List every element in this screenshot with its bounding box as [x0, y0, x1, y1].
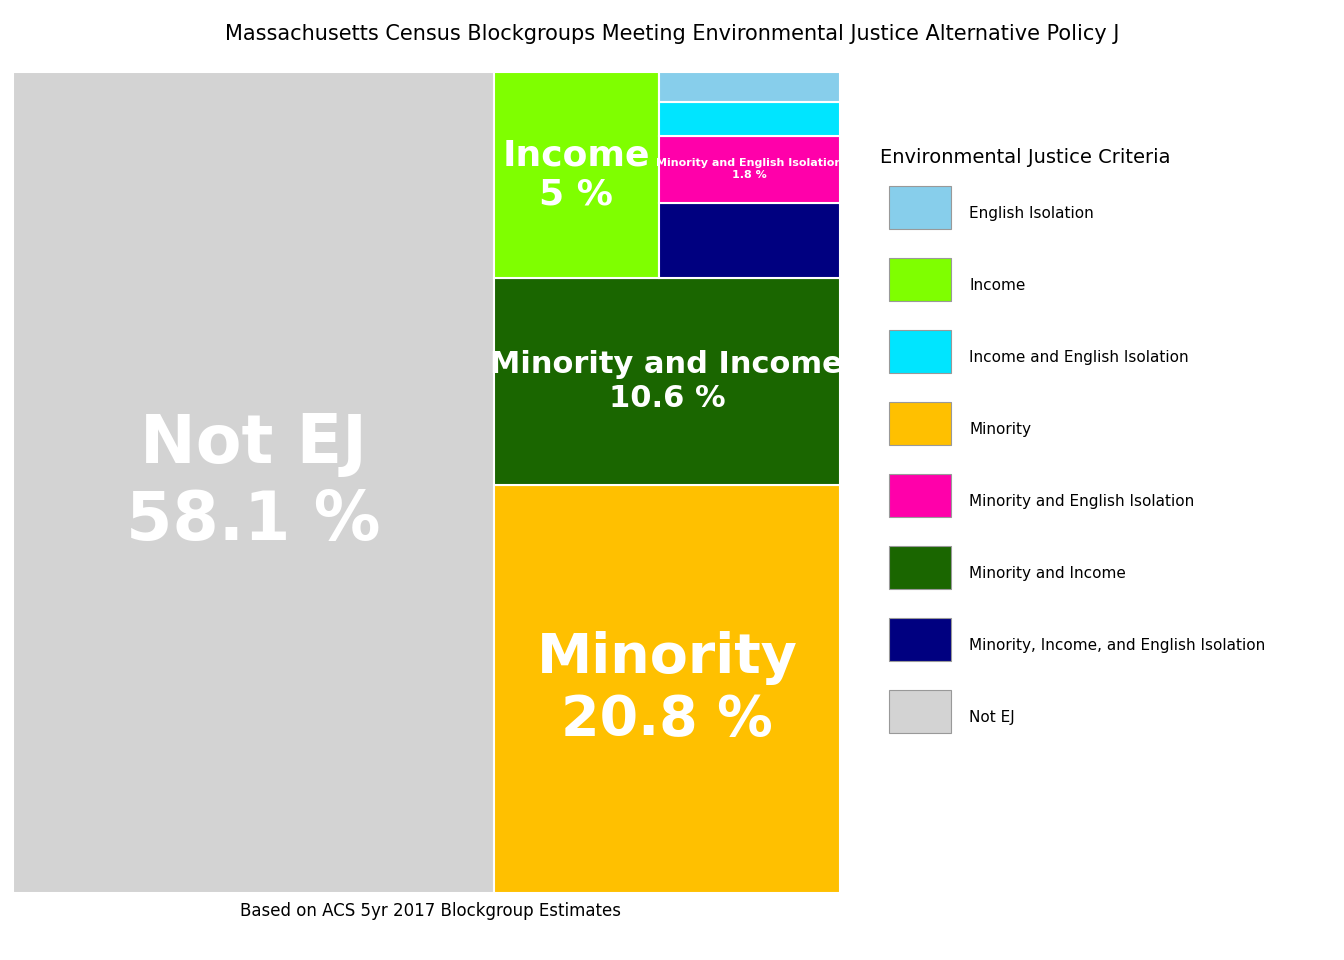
Text: Minority and Income
10.6 %: Minority and Income 10.6 %	[491, 350, 843, 413]
Bar	[890, 258, 952, 301]
Text: Minority, Income, and English Isolation: Minority, Income, and English Isolation	[969, 638, 1265, 654]
Bar	[659, 203, 840, 277]
Text: Income and English Isolation: Income and English Isolation	[969, 350, 1188, 366]
Bar	[13, 72, 493, 893]
Bar	[659, 72, 840, 102]
Bar	[890, 474, 952, 516]
Bar	[890, 689, 952, 733]
Text: Environmental Justice Criteria: Environmental Justice Criteria	[880, 148, 1171, 167]
Bar	[493, 277, 840, 486]
Text: Based on ACS 5yr 2017 Blockgroup Estimates: Based on ACS 5yr 2017 Blockgroup Estimat…	[239, 901, 621, 920]
Bar	[890, 618, 952, 661]
Text: Minority and English Isolation: Minority and English Isolation	[969, 494, 1195, 510]
Bar	[890, 330, 952, 373]
Bar	[890, 402, 952, 445]
Text: Minority: Minority	[969, 422, 1031, 438]
Text: Massachusetts Census Blockgroups Meeting Environmental Justice Alternative Polic: Massachusetts Census Blockgroups Meeting…	[224, 24, 1120, 44]
Text: Not EJ: Not EJ	[969, 710, 1015, 726]
Bar	[659, 102, 840, 135]
Bar	[890, 545, 952, 589]
Bar	[493, 72, 659, 277]
Text: Minority
20.8 %: Minority 20.8 %	[536, 631, 797, 747]
Text: Not EJ
58.1 %: Not EJ 58.1 %	[126, 411, 380, 554]
Text: Income
5 %: Income 5 %	[503, 138, 650, 211]
Bar	[493, 486, 840, 893]
Text: Minority and English Isolation
1.8 %: Minority and English Isolation 1.8 %	[656, 158, 843, 180]
Text: Income: Income	[969, 278, 1025, 294]
Bar	[890, 186, 952, 229]
Text: English Isolation: English Isolation	[969, 206, 1094, 222]
Bar	[659, 135, 840, 203]
Text: Minority and Income: Minority and Income	[969, 566, 1126, 582]
